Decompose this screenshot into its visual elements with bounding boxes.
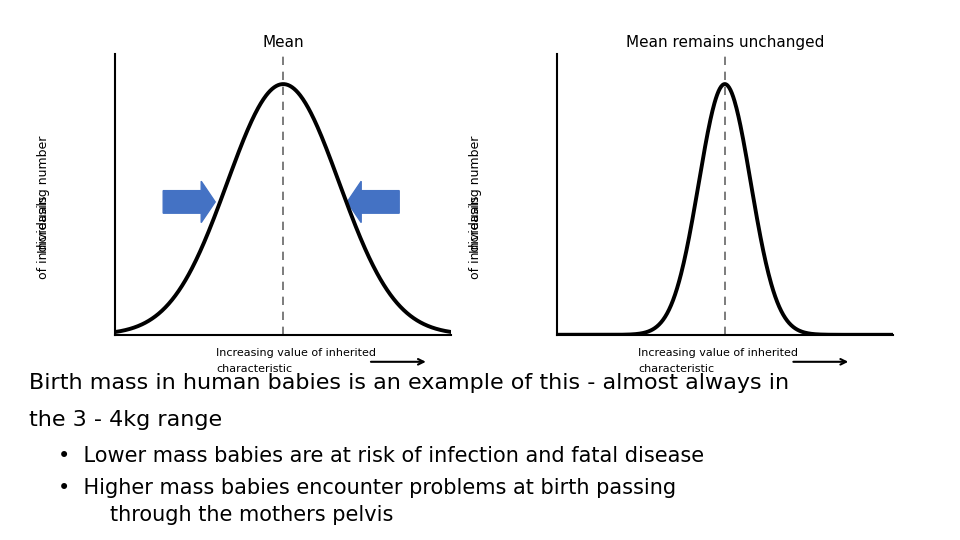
Text: of individuals: of individuals xyxy=(36,196,50,279)
Text: •  Lower mass babies are at risk of infection and fatal disease: • Lower mass babies are at risk of infec… xyxy=(58,446,704,465)
FancyArrow shape xyxy=(163,181,215,222)
Text: Increasing value of inherited: Increasing value of inherited xyxy=(216,348,376,359)
Text: the 3 - 4kg range: the 3 - 4kg range xyxy=(29,410,222,430)
Title: Mean remains unchanged: Mean remains unchanged xyxy=(626,35,824,50)
Text: Increasing value of inherited: Increasing value of inherited xyxy=(638,348,799,359)
Text: characteristic: characteristic xyxy=(638,364,714,375)
Text: •  Higher mass babies encounter problems at birth passing: • Higher mass babies encounter problems … xyxy=(58,478,676,498)
Text: Increasing number: Increasing number xyxy=(36,136,50,253)
Text: Increasing number: Increasing number xyxy=(468,136,482,253)
Text: characteristic: characteristic xyxy=(216,364,292,375)
Text: Birth mass in human babies is an example of this - almost always in: Birth mass in human babies is an example… xyxy=(29,373,789,393)
FancyArrow shape xyxy=(348,181,399,222)
Text: of individuals: of individuals xyxy=(468,196,482,279)
Text: through the mothers pelvis: through the mothers pelvis xyxy=(110,505,394,525)
Title: Mean: Mean xyxy=(262,35,304,50)
